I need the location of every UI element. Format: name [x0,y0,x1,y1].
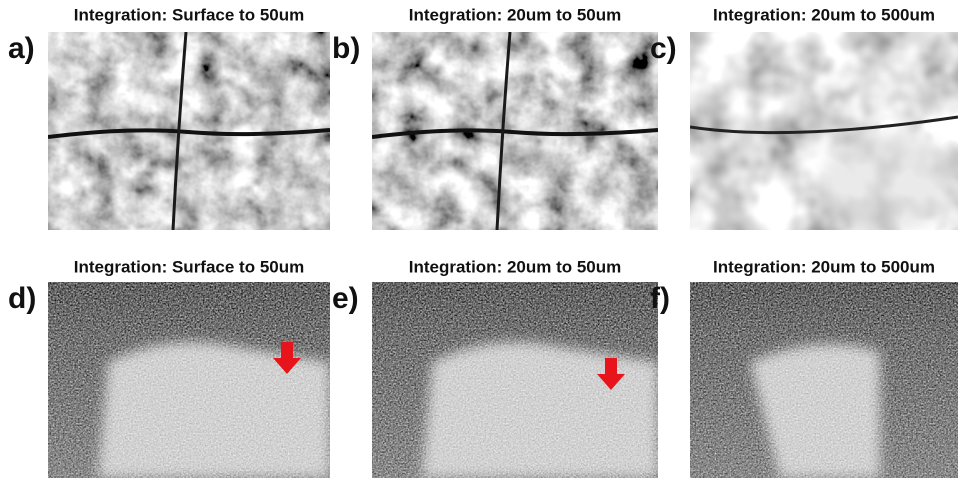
panel-title: Integration: 20um to 500um [713,5,935,24]
panel-label: d) [8,282,36,315]
panel-label: a) [8,32,35,65]
micrograph [690,282,958,478]
grain [48,282,330,478]
panel-title: Integration: 20um to 500um [713,257,935,276]
panel: Integration: Surface to 50um a) [8,5,330,230]
panel: Integration: 20um to 500um f) [650,257,958,478]
panel-label: e) [332,282,359,315]
panel: Integration: Surface to 50um d) [8,257,330,478]
panel-label: f) [650,282,670,315]
micrograph [48,282,330,478]
panel: Integration: 20um to 50um b) [332,5,658,230]
panel: Integration: 20um to 500um c) [650,5,960,232]
bright [820,132,960,232]
micrograph [48,32,330,230]
micrograph [372,32,658,230]
panel: Integration: 20um to 50um e) [332,257,658,478]
panel-label: c) [650,32,677,65]
panel-title: Integration: 20um to 50um [409,5,622,24]
grain [690,282,958,478]
panel-label: b) [332,32,360,65]
panel-title: Integration: Surface to 50um [74,5,304,24]
figure: Integration: Surface to 50uma)Integratio… [0,0,960,481]
panel-title: Integration: Surface to 50um [74,257,304,276]
panel-title: Integration: 20um to 50um [409,257,622,276]
micrograph [690,32,960,232]
